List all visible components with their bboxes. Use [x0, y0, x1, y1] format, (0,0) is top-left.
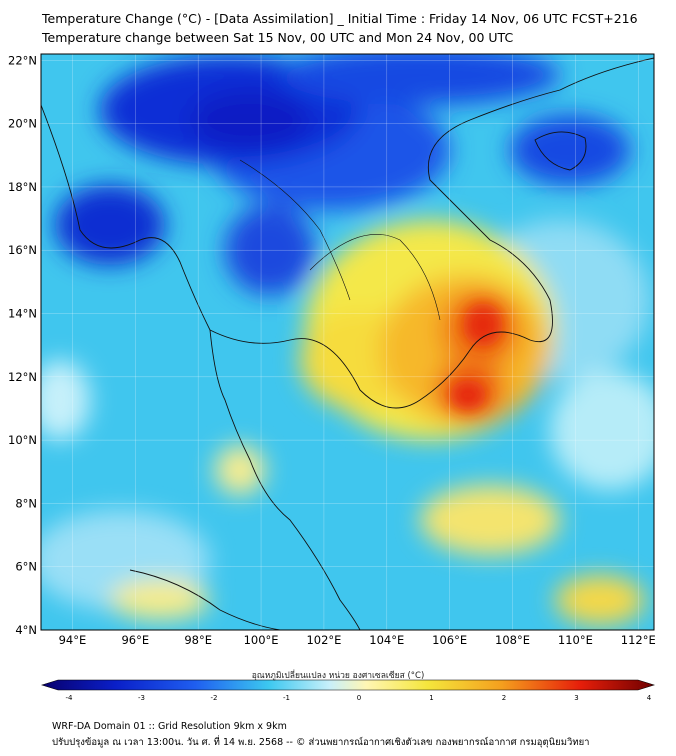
colorbar-tick-label: 1	[429, 694, 433, 702]
colorbar-label: อุณหภูมิเปลี่ยนแปลง หน่วย องศาเซลเซียส (…	[251, 671, 425, 681]
colorbar-tick-label: 0	[357, 694, 361, 702]
lon-label: 94°E	[59, 633, 87, 647]
lon-label: 102°E	[306, 633, 341, 647]
colorbar-tick-label: -2	[211, 694, 218, 702]
lon-label: 98°E	[184, 633, 212, 647]
latitude-labels: 22°N 20°N 18°N 16°N 14°N 12°N 10°N 8°N 6°N 4°N	[8, 53, 37, 637]
coastline-borders	[41, 57, 654, 630]
colorbar-tick-label: 2	[502, 694, 506, 702]
colorbar: -4 -3 -2 -1 0 1 2 3 4	[40, 679, 656, 702]
lon-label: 106°E	[432, 633, 467, 647]
colorbar-bar	[40, 679, 656, 691]
graticule	[41, 54, 654, 630]
longitude-labels: 94°E 96°E 98°E 100°E 102°E 104°E 106°E 108°E 110…	[59, 633, 656, 647]
lat-label: 22°N	[8, 53, 37, 67]
temperature-field	[41, 54, 654, 630]
lon-label: 110°E	[558, 633, 593, 647]
lon-label: 100°E	[244, 633, 279, 647]
colorbar-tick-label: -1	[283, 694, 290, 702]
lat-label: 8°N	[15, 496, 37, 510]
lat-label: 14°N	[8, 307, 37, 321]
lat-label: 16°N	[8, 243, 37, 257]
footer-line1: WRF-DA Domain 01 :: Grid Resolution 9km …	[52, 721, 287, 732]
map-title-line2: Temperature change between Sat 15 Nov, 0…	[42, 30, 514, 45]
map-title-line1: Temperature Change (°C) - [Data Assimila…	[42, 11, 638, 26]
footer-line2: ปรับปรุงข้อมูล ณ เวลา 13:00น. วัน ศ. ที่…	[52, 737, 590, 748]
lat-label: 20°N	[8, 117, 37, 131]
lat-label: 12°N	[8, 370, 37, 384]
lat-label: 18°N	[8, 180, 37, 194]
lat-label: 6°N	[15, 560, 37, 574]
colorbar-tick-label: 3	[574, 694, 578, 702]
colorbar-tick-label: -4	[66, 694, 74, 702]
lat-label: 4°N	[15, 623, 37, 637]
colorbar-tick-label: -3	[138, 694, 145, 702]
lat-label: 10°N	[8, 433, 37, 447]
lon-label: 96°E	[121, 633, 149, 647]
lon-label: 104°E	[369, 633, 404, 647]
lon-label: 112°E	[621, 633, 656, 647]
plot-frame	[40, 53, 655, 631]
colorbar-tick-label: 4	[647, 694, 652, 702]
colorbar-ticks: -4 -3 -2 -1 0 1 2 3 4	[66, 694, 652, 702]
lon-label: 108°E	[495, 633, 530, 647]
